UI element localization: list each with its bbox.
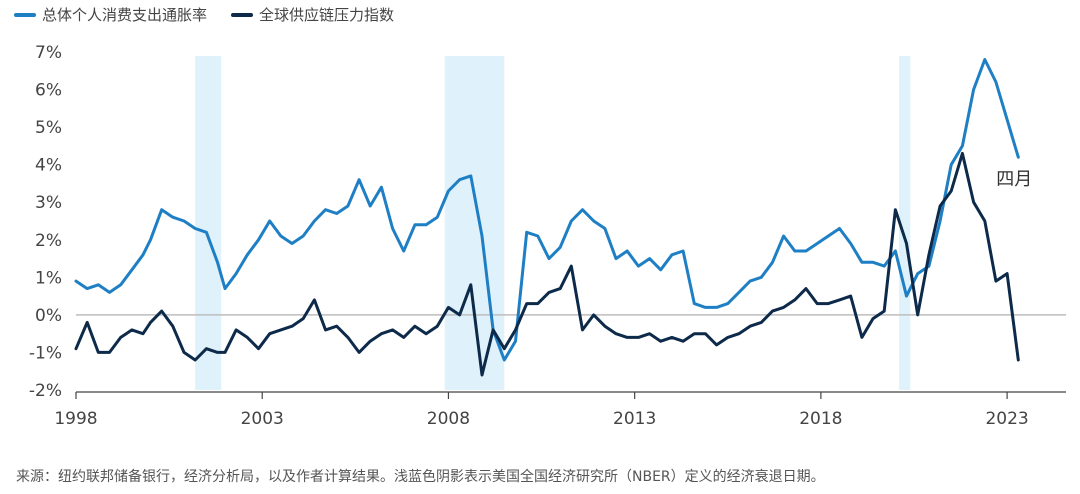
y-tick-label: 6% — [35, 81, 62, 101]
y-tick-label: 4% — [35, 156, 62, 176]
x-tick-label: 2023 — [985, 409, 1028, 429]
recession-band-3 — [899, 56, 911, 390]
x-tick-label: 2008 — [427, 409, 470, 429]
y-tick-label: 7% — [35, 43, 62, 63]
recession-shading — [195, 56, 911, 390]
legend-label-gscpi: 全球供应链压力指数 — [259, 6, 395, 24]
legend-swatch-gscpi — [231, 12, 254, 17]
annotation-april: 四月 — [996, 169, 1032, 190]
x-tick-label: 1998 — [54, 409, 97, 429]
y-tick-label: 5% — [35, 118, 62, 138]
series-lines — [74, 58, 1020, 377]
x-axis: 1998 2003 2008 2013 2018 2023 — [54, 392, 1029, 429]
legend-item-pce: 总体个人消费支出通胀率 — [14, 4, 207, 25]
legend-swatch-pce — [14, 12, 36, 17]
y-tick-label: -1% — [29, 343, 62, 363]
x-tick-label: 2003 — [241, 409, 284, 429]
series-line-supply-chain-pressure — [74, 151, 1020, 377]
y-tick-label: 2% — [35, 231, 62, 251]
series-line-pce-inflation — [74, 58, 1020, 362]
recession-band-1 — [195, 56, 222, 390]
y-tick-label: -2% — [29, 381, 62, 401]
legend-item-gscpi: 全球供应链压力指数 — [231, 4, 394, 25]
y-tick-label: 3% — [35, 193, 62, 213]
y-axis: 7% 6% 5% 4% 3% 2% 1% 0% -1% -2% — [29, 43, 62, 401]
y-tick-label: 1% — [35, 268, 62, 288]
source-note: 来源：纽约联邦储备银行，经济分析局，以及作者计算结果。浅蓝色阴影表示美国全国经济… — [16, 469, 825, 485]
legend-label-pce: 总体个人消费支出通胀率 — [42, 6, 208, 24]
x-tick-label: 2013 — [613, 409, 656, 429]
x-tick-label: 2018 — [799, 409, 842, 429]
legend: 总体个人消费支出通胀率 全球供应链压力指数 — [14, 4, 394, 25]
y-tick-label: 0% — [35, 306, 62, 326]
